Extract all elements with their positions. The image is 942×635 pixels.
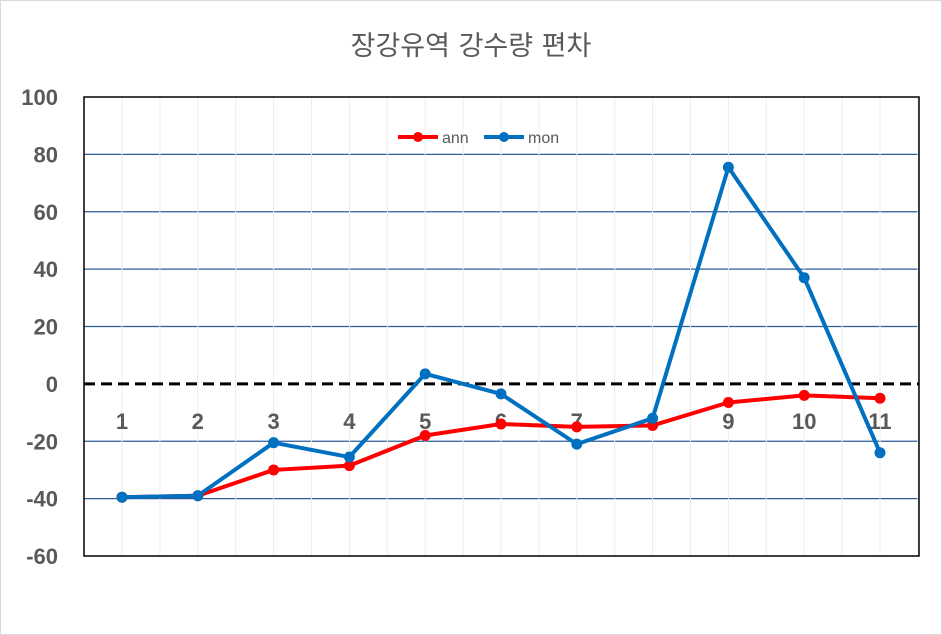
y-tick-label: 60 [34,200,58,225]
data-point-ann [419,430,431,442]
legend-label: mon [528,130,559,147]
x-tick-label: 9 [722,409,734,434]
y-tick-label: 100 [21,85,58,110]
x-tick-label: 2 [192,409,204,434]
data-point-mon [192,490,204,502]
data-point-mon [874,447,886,459]
x-tick-label: 10 [792,409,816,434]
x-tick-label: 4 [343,409,356,434]
x-tick-label: 3 [267,409,279,434]
y-tick-label: 0 [46,372,58,397]
series-mon [116,161,886,503]
legend-swatch-marker [499,132,509,142]
y-tick-label: 80 [34,142,58,167]
legend-item-mon: mon [484,130,559,147]
y-tick-label: -60 [26,544,58,569]
data-point-mon [571,438,583,450]
legend-item-ann: ann [398,130,469,147]
data-point-ann [495,418,507,430]
data-point-mon [343,451,355,463]
data-point-mon [268,437,280,449]
vertical-gridlines [121,97,919,556]
data-point-mon [722,161,734,173]
data-point-ann [571,421,583,433]
chart-title: 장강유역 강수량 편차 [350,31,592,62]
data-point-ann [343,460,355,472]
x-tick-label: 1 [116,409,128,434]
data-point-ann [798,389,810,401]
legend-swatch-marker [413,132,423,142]
y-tick-label: 40 [34,257,58,282]
series-layer [116,161,886,503]
x-tick-label: 11 [868,409,891,434]
data-point-ann [722,397,734,409]
y-tick-label: 20 [34,315,58,340]
legend-label: ann [442,130,469,147]
data-point-mon [116,491,128,503]
data-point-ann [268,464,280,476]
data-point-mon [495,388,507,400]
y-axis-ticks: -60 -40 -20 0 20 40 60 80 100 [21,85,58,569]
data-point-mon [798,272,810,284]
data-point-mon [419,368,431,380]
legend: ann mon [398,130,559,147]
y-tick-label: -20 [26,429,58,454]
y-tick-label: -40 [26,487,58,512]
plot-area-border [83,96,920,557]
data-point-mon [647,412,659,424]
x-tick-label: 5 [419,409,431,434]
data-point-ann [874,392,886,404]
